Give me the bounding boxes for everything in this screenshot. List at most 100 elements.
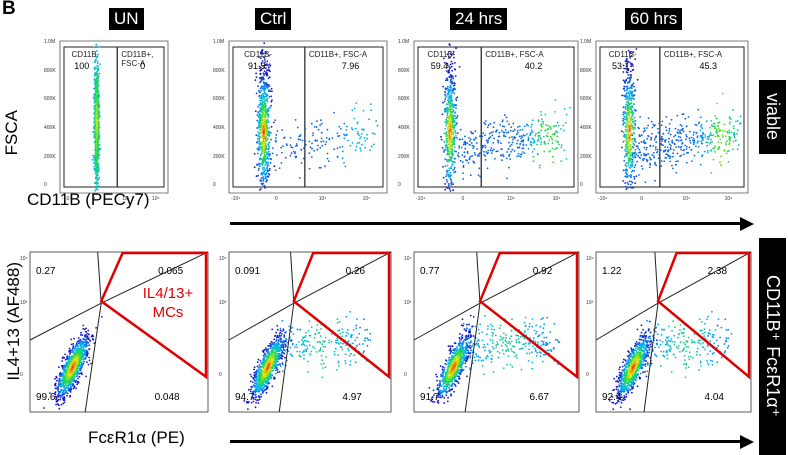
event-point xyxy=(624,148,627,150)
event-point xyxy=(625,59,628,61)
event-point xyxy=(474,154,477,156)
event-point xyxy=(631,110,634,113)
event-point xyxy=(477,153,480,156)
event-point xyxy=(73,367,75,370)
event-point xyxy=(560,144,563,146)
event-point xyxy=(452,118,455,120)
event-point xyxy=(95,72,98,74)
event-point xyxy=(268,69,270,71)
x-tick-label: 10⁵ xyxy=(724,196,733,202)
event-point xyxy=(629,61,631,64)
event-point xyxy=(510,150,512,153)
event-point xyxy=(441,113,444,116)
event-point xyxy=(262,109,265,112)
event-point xyxy=(57,390,60,393)
gate-name-left: CD11B- xyxy=(244,50,273,59)
event-point xyxy=(495,150,498,153)
event-point xyxy=(259,69,262,71)
event-point xyxy=(630,97,633,99)
event-point xyxy=(646,146,648,149)
event-point xyxy=(630,55,633,57)
event-point xyxy=(80,372,82,375)
event-point xyxy=(264,187,266,189)
event-point xyxy=(715,131,717,133)
event-point xyxy=(685,145,688,148)
event-point xyxy=(269,162,272,164)
event-point xyxy=(555,147,558,149)
event-point xyxy=(262,64,264,67)
event-point xyxy=(511,148,514,151)
event-point xyxy=(629,118,631,121)
event-point xyxy=(445,139,448,142)
event-point xyxy=(486,126,489,129)
event-point xyxy=(97,185,100,188)
event-point xyxy=(630,102,633,105)
event-point xyxy=(654,124,656,127)
event-point xyxy=(464,140,467,143)
y-tick-label: 800K xyxy=(398,67,410,74)
event-point xyxy=(84,334,86,337)
event-point xyxy=(633,85,635,88)
event-point xyxy=(445,148,447,151)
event-point xyxy=(345,331,348,334)
event-point xyxy=(454,115,456,118)
event-point xyxy=(449,81,452,83)
event-point xyxy=(338,134,341,137)
plot-frame xyxy=(59,40,169,194)
event-point xyxy=(715,129,718,132)
event-point xyxy=(624,139,627,142)
event-point xyxy=(626,132,629,135)
event-point xyxy=(699,129,702,132)
event-point xyxy=(468,140,471,142)
event-point xyxy=(633,126,636,129)
event-point xyxy=(509,158,511,160)
event-point xyxy=(274,119,277,121)
event-point xyxy=(626,100,629,103)
event-point xyxy=(624,121,627,124)
event-point xyxy=(448,117,451,120)
event-point xyxy=(257,105,259,108)
event-point xyxy=(470,142,473,144)
top-arrow-shaft xyxy=(230,222,745,225)
event-point xyxy=(97,140,99,143)
event-point xyxy=(74,362,76,364)
event-point xyxy=(664,150,666,152)
event-point xyxy=(624,182,627,185)
event-point xyxy=(624,175,627,178)
event-point xyxy=(267,143,270,145)
event-point xyxy=(264,108,267,110)
event-point xyxy=(628,149,630,152)
event-point xyxy=(70,343,73,346)
event-point xyxy=(517,152,520,155)
event-point xyxy=(449,152,452,155)
y-tick-label: 0 xyxy=(20,372,23,378)
event-point xyxy=(96,80,99,82)
event-point xyxy=(640,154,643,156)
event-point xyxy=(94,61,96,64)
x-tick-label: 10⁵ xyxy=(552,196,561,202)
event-point xyxy=(80,346,83,348)
event-point xyxy=(55,387,58,389)
event-point xyxy=(527,136,530,139)
event-point xyxy=(449,190,452,192)
event-point xyxy=(94,172,97,175)
event-point xyxy=(60,365,63,367)
event-point xyxy=(270,158,273,161)
event-point xyxy=(342,342,344,345)
event-point xyxy=(647,117,650,120)
event-point xyxy=(550,128,552,130)
event-point xyxy=(446,171,449,174)
event-point xyxy=(710,172,713,174)
event-point xyxy=(487,124,490,127)
event-point xyxy=(289,144,292,146)
event-point xyxy=(664,146,666,148)
event-point xyxy=(689,130,691,133)
event-point xyxy=(95,188,98,191)
event-point xyxy=(450,60,453,63)
event-point xyxy=(85,352,88,354)
event-point xyxy=(653,139,656,141)
y-tick-label: 400K xyxy=(213,125,225,132)
event-point xyxy=(710,138,712,141)
x-tick-label: 10⁴ xyxy=(507,196,515,202)
event-point xyxy=(695,145,697,148)
